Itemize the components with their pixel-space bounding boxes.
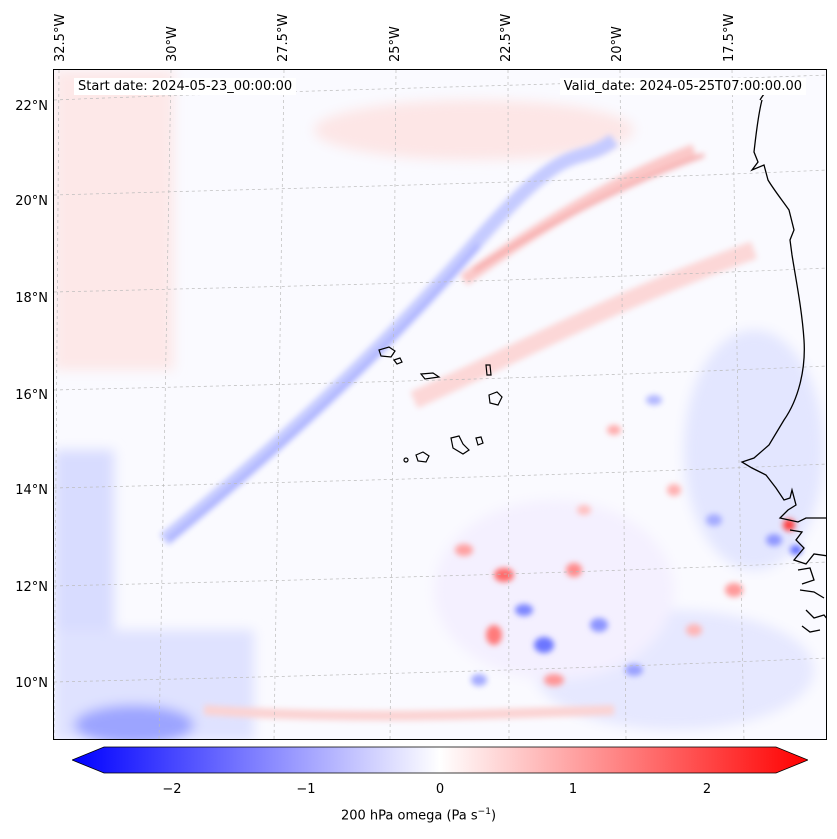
colorbar-tick-2: 2 bbox=[702, 782, 712, 797]
lat-label-14n: 14°N bbox=[15, 483, 48, 498]
lat-label-20n: 20°N bbox=[15, 194, 48, 209]
omega-shading bbox=[54, 70, 824, 739]
valid-date-label: Valid_date: 2024-05-25T07:00:00.00 bbox=[559, 78, 806, 95]
colorbar-label-exponent: −1 bbox=[477, 807, 491, 817]
lat-label-12n: 12°N bbox=[15, 580, 48, 595]
graticule bbox=[54, 70, 826, 739]
colorbar-gradient bbox=[72, 746, 808, 774]
omega-field-map bbox=[54, 70, 826, 739]
colorbar-label-text: 200 hPa omega (Pa s bbox=[340, 808, 478, 824]
lat-label-10n: 10°N bbox=[15, 676, 48, 691]
cape-verde-islands bbox=[378, 346, 503, 463]
colorbar-tick-1: 1 bbox=[568, 782, 578, 797]
colorbar-label: 200 hPa omega (Pa s−1) bbox=[0, 807, 837, 823]
colorbar-tick-0: 0 bbox=[435, 782, 445, 797]
start-date-label: Start date: 2024-05-23_00:00:00 bbox=[74, 78, 297, 95]
map-panel: Start date: 2024-05-23_00:00:00 Valid_da… bbox=[53, 69, 827, 740]
lon-label-27-5w: 27.5°W bbox=[276, 13, 291, 62]
lon-label-20w: 20°W bbox=[610, 26, 625, 62]
colorbar-tick-neg2: −2 bbox=[162, 782, 182, 797]
lon-label-30w: 30°W bbox=[165, 26, 180, 62]
lon-label-17-5w: 17.5°W bbox=[722, 13, 737, 62]
lat-label-22n: 22°N bbox=[15, 99, 48, 114]
lat-label-16n: 16°N bbox=[15, 388, 48, 403]
jet-bands bbox=[159, 134, 758, 721]
lon-label-32-5w: 32.5°W bbox=[53, 13, 68, 62]
lon-label-22-5w: 22.5°W bbox=[499, 13, 514, 62]
lon-label-25w: 25°W bbox=[388, 26, 403, 62]
convective-cells bbox=[455, 395, 802, 686]
colorbar-label-close: ) bbox=[490, 808, 497, 824]
colorbar-tick-neg1: −1 bbox=[296, 782, 316, 797]
lat-label-18n: 18°N bbox=[15, 291, 48, 306]
colorbar bbox=[72, 746, 808, 774]
